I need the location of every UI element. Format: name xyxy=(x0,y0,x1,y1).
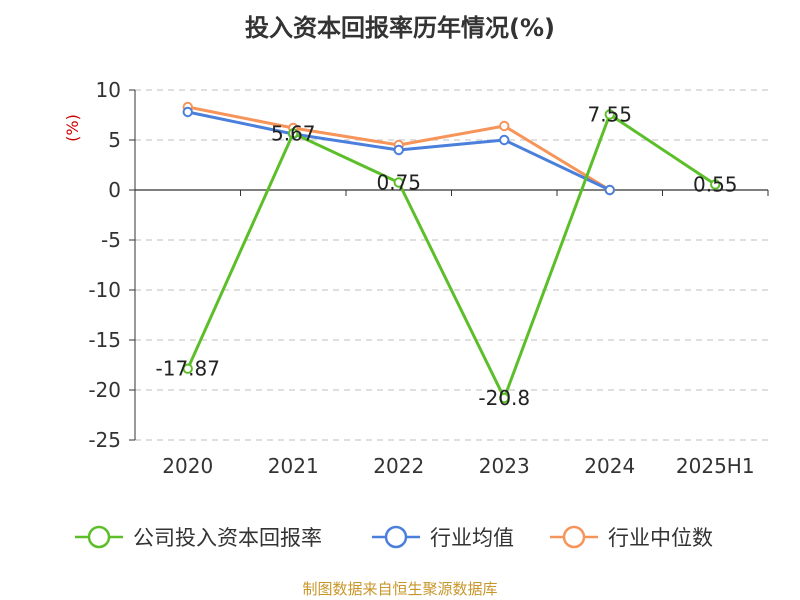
series-0-point-2022 xyxy=(393,177,404,188)
y-tick-label-6: -20 xyxy=(88,378,121,402)
y-tick-label-1: 5 xyxy=(108,128,121,152)
series-0-point-2024 xyxy=(604,109,615,120)
source-note: 制图数据来自恒生聚源数据库 xyxy=(302,580,498,598)
series-0-point-2023 xyxy=(499,392,510,404)
legend-marker-1 xyxy=(384,525,408,549)
y-tick-label-3: -5 xyxy=(101,228,121,252)
legend-label-2: 行业中位数 xyxy=(608,526,713,550)
series-lines xyxy=(182,101,721,404)
x-tick-label-2022: 2022 xyxy=(373,454,424,478)
y-tick-label-0: 10 xyxy=(96,78,121,102)
legend-label-1: 行业均值 xyxy=(430,526,514,550)
series-0-point-2021 xyxy=(288,128,299,139)
data-label-2021: 5.67 xyxy=(271,121,316,145)
x-tick-label-2025H1: 2025H1 xyxy=(676,454,755,478)
y-axis-unit-label: (%) xyxy=(63,114,82,142)
series-1-point-2022 xyxy=(393,144,404,156)
data-label-2022: 0.75 xyxy=(376,171,421,195)
data-label-2025H1: 0.55 xyxy=(693,173,738,197)
series-1-point-2023 xyxy=(499,134,510,146)
x-tick-label-2024: 2024 xyxy=(584,454,635,478)
y-tick-label-7: -25 xyxy=(88,428,121,452)
axes: 10 5 0 -5 -10 -15 -20 -25 2020 2021 2022 2023 2024 20… xyxy=(88,78,769,478)
y-tick-label-5: -15 xyxy=(88,328,121,352)
grid-lines xyxy=(135,89,768,441)
data-label-2020: -17.87 xyxy=(156,357,220,381)
legend-label-0: 公司投入资本回报率 xyxy=(133,526,322,550)
legend-marker-0 xyxy=(87,525,111,549)
x-tick-label-2020: 2020 xyxy=(162,454,213,478)
x-tick-label-2023: 2023 xyxy=(479,454,530,478)
chart-title: 投入资本回报率历年情况(%) xyxy=(245,14,555,42)
x-tick-label-2021: 2021 xyxy=(268,454,319,478)
series-0-point-2020 xyxy=(182,363,193,374)
data-labels: -17.87 5.67 0.75 -20.8 7.55 0.55 xyxy=(156,103,738,411)
y-tick-label-4: -10 xyxy=(88,278,121,302)
series-0-point-2025H1 xyxy=(710,179,721,190)
series-1-point-2024 xyxy=(604,184,615,196)
legend: 公司投入资本回报率 行业均值 行业中位数 xyxy=(75,525,713,550)
data-label-2024: 7.55 xyxy=(587,103,632,127)
data-label-2023: -20.8 xyxy=(478,386,530,410)
series-line-0 xyxy=(186,113,717,400)
legend-marker-2 xyxy=(562,525,586,549)
series-2-point-2023 xyxy=(499,120,510,132)
series-1-point-2020 xyxy=(182,106,193,118)
y-tick-label-2: 0 xyxy=(108,178,121,202)
